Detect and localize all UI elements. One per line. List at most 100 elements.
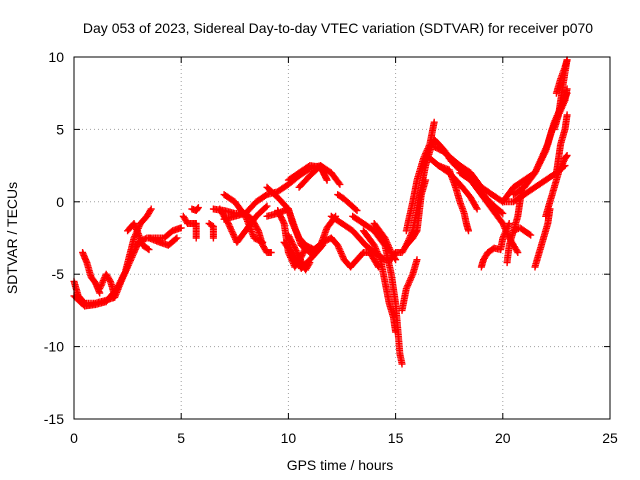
data-point-marker [291, 245, 299, 253]
data-point-marker [563, 56, 571, 64]
data-point-marker [289, 240, 297, 248]
data-point-marker [472, 204, 480, 212]
data-track [531, 205, 554, 271]
data-track [188, 204, 202, 214]
data-track [398, 256, 421, 314]
data-point-marker [263, 202, 271, 210]
data-point-marker [323, 176, 331, 184]
x-tick-label: 0 [70, 430, 78, 446]
data-track [510, 224, 535, 239]
data-track [413, 176, 430, 235]
data-track [435, 162, 472, 235]
data-point-marker [118, 274, 126, 282]
data-point-marker [540, 150, 547, 157]
data-point-marker [192, 234, 200, 242]
x-axis-title: GPS time / hours [287, 457, 394, 473]
data-point-marker [228, 227, 236, 235]
data-track [179, 212, 200, 242]
data-point-marker [117, 277, 125, 285]
data-track [552, 111, 571, 177]
data-point-marker [563, 152, 571, 159]
data-point-marker [398, 360, 406, 368]
data-point-marker [284, 231, 292, 239]
data-point-marker [335, 179, 343, 187]
data-point-marker [99, 278, 107, 286]
data-point-marker [114, 283, 122, 291]
data-point-marker [302, 244, 310, 252]
y-tick-labels: -15 -10 -5 0 5 10 [44, 49, 64, 427]
data-point-marker [404, 238, 412, 246]
x-tick-label: 5 [177, 430, 185, 446]
data-point-marker [423, 146, 431, 154]
data-point-marker [254, 225, 262, 233]
data-point-marker [145, 246, 153, 254]
data-point-marker [392, 256, 400, 264]
data-point-marker [121, 269, 129, 277]
y-tick-label: 5 [56, 121, 64, 137]
data-point-marker [177, 224, 185, 232]
data-point-marker [120, 271, 128, 278]
data-point-marker [513, 247, 521, 255]
data-point-marker [96, 285, 104, 293]
data-track [263, 183, 340, 256]
axis-ticks [73, 56, 611, 420]
data-point-marker [146, 207, 154, 214]
data-track [124, 220, 153, 254]
data-point-marker [392, 328, 400, 336]
data-point-marker [404, 282, 412, 289]
data-point-marker [287, 236, 295, 244]
data-point-marker [267, 249, 275, 256]
y-tick-label: 10 [48, 49, 64, 65]
data-point-marker [353, 207, 361, 214]
data-point-marker [505, 220, 513, 227]
data-track [327, 234, 382, 271]
data-track [205, 220, 217, 242]
data-point-marker [336, 180, 344, 188]
data-point-marker [391, 254, 399, 262]
data-point-marker [111, 292, 119, 300]
data-point-marker [352, 205, 360, 213]
data-point-marker [473, 205, 481, 213]
data-track [370, 220, 400, 264]
data-point-marker [194, 205, 202, 213]
data-point-marker [422, 176, 430, 184]
data-point-marker [172, 235, 180, 243]
data-point-marker [259, 238, 267, 246]
x-tick-labels: 0 5 10 15 20 25 [70, 430, 618, 446]
data-markers [70, 56, 571, 368]
data-point-marker [286, 234, 294, 242]
data-point-marker [292, 226, 299, 234]
data-point-marker [514, 249, 522, 256]
data-point-marker [430, 118, 438, 126]
data-point-marker [224, 220, 232, 227]
data-point-marker [118, 275, 126, 283]
x-tick-label: 25 [602, 430, 618, 446]
data-track [70, 205, 155, 310]
data-track [280, 238, 327, 272]
data-point-marker [499, 209, 507, 217]
data-point-marker [318, 242, 326, 250]
data-point-marker [374, 262, 382, 269]
data-point-marker [525, 230, 533, 238]
data-point-marker [527, 231, 535, 239]
data-point-marker [498, 208, 506, 216]
data-point-marker [173, 234, 181, 242]
data-track [334, 191, 361, 214]
y-axis-title: SDTVAR / TECUs [4, 182, 20, 294]
data-point-marker [563, 111, 571, 119]
y-tick-label: -5 [52, 266, 65, 282]
data-point-marker [465, 227, 472, 235]
data-point-marker [291, 244, 298, 251]
data-point-marker [229, 231, 237, 238]
data-track [145, 234, 181, 249]
data-point-marker [535, 159, 543, 167]
data-point-marker [113, 285, 121, 293]
chart-title: Day 053 of 2023, Sidereal Day-to-day VTE… [83, 20, 593, 36]
y-tick-label: -15 [44, 411, 64, 427]
data-point-marker [408, 228, 416, 236]
data-point-marker [96, 283, 104, 291]
data-point-marker [115, 280, 123, 288]
data-point-marker [510, 227, 517, 235]
data-point-marker [563, 89, 571, 97]
